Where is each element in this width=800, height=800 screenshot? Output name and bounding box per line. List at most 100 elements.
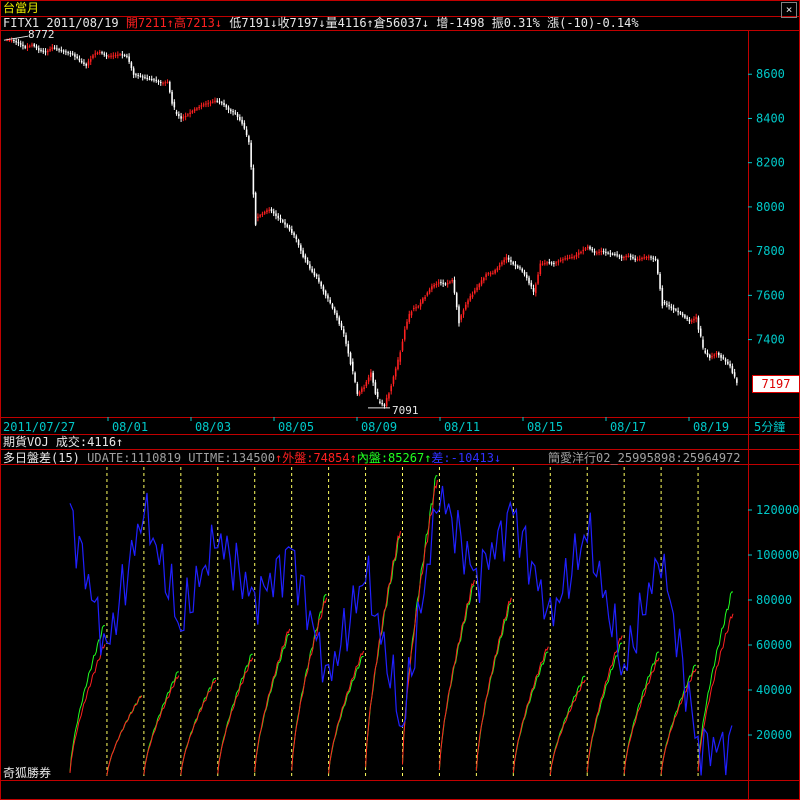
close-button[interactable]: × <box>781 2 797 18</box>
candle-body <box>157 80 160 83</box>
candle-body <box>259 215 261 217</box>
candle-body <box>239 116 241 121</box>
candle-body <box>722 357 725 359</box>
candle-body <box>435 284 438 286</box>
candle-body <box>223 102 225 105</box>
quote-date: 2011/08/19 <box>46 16 119 30</box>
candle-body <box>519 267 521 269</box>
candle-body <box>492 273 494 275</box>
candle-body <box>455 293 458 308</box>
candle-body <box>625 256 627 258</box>
candle-body <box>379 401 381 403</box>
candle-body <box>647 256 650 258</box>
low-arrow-icon: ↓ <box>270 16 278 30</box>
price-tick-label: 8600 <box>756 67 785 81</box>
candle-body <box>236 114 239 117</box>
candle-body <box>686 317 688 320</box>
outer-volume-line <box>143 675 180 775</box>
candle-body <box>381 402 383 405</box>
candle-body <box>114 55 117 57</box>
candle-body <box>96 52 99 54</box>
inner-volume-line <box>623 651 660 774</box>
candle-body <box>602 251 605 253</box>
candle-body <box>92 55 94 59</box>
candle-body <box>638 258 641 260</box>
candle-body <box>593 251 596 253</box>
candle-body <box>390 385 393 392</box>
candle-body <box>44 51 47 53</box>
candle-body <box>629 255 632 257</box>
outer-volume-line <box>328 650 365 774</box>
candle-body <box>392 376 395 384</box>
candle-body <box>476 287 478 291</box>
price-chart <box>3 35 738 409</box>
indicator-tick-label: 120000 <box>756 503 799 517</box>
inner-volume-line <box>143 671 179 775</box>
candle-body <box>600 250 603 252</box>
candle-body <box>704 350 707 353</box>
candle-body <box>248 136 250 143</box>
candle-body <box>641 257 643 259</box>
candle-body <box>135 74 137 76</box>
candle-body <box>101 52 103 54</box>
utime-arrow-icon: ↑ <box>275 451 283 465</box>
candle-body <box>582 249 585 252</box>
candle-body <box>422 298 424 303</box>
candle-body <box>121 54 124 56</box>
candle-body <box>26 46 29 48</box>
candle-body <box>338 317 341 324</box>
outer-arrow-icon: ↑ <box>349 451 357 465</box>
date-tick-label: 08/03 <box>195 420 231 434</box>
candle-body <box>557 261 560 263</box>
candle-body <box>218 101 221 103</box>
quote-line: FITX1 2011/08/19 開7211↑高7213↓ 低7191↓收719… <box>3 16 639 30</box>
outer-volume-line <box>217 657 254 774</box>
candle-body <box>611 253 614 255</box>
candle-body <box>128 56 130 62</box>
candle-body <box>433 284 435 287</box>
interval-label: 5分鐘 <box>754 420 786 434</box>
candle-body <box>365 382 368 387</box>
candle-body <box>234 112 237 114</box>
candle-body <box>374 382 377 394</box>
candle-body <box>257 216 259 218</box>
candle-body <box>715 353 718 355</box>
candle-body <box>139 75 142 77</box>
candle-body <box>514 264 517 266</box>
candle-body <box>180 116 182 119</box>
candle-body <box>672 307 675 310</box>
candle-body <box>541 263 544 265</box>
candle-body <box>501 262 503 265</box>
candle-body <box>510 259 512 262</box>
outer-volume-line <box>106 695 143 776</box>
candle-body <box>146 77 149 79</box>
candle-body <box>623 257 625 259</box>
outer-volume-line <box>697 613 734 772</box>
outer-volume-line <box>69 644 106 774</box>
candle-body <box>505 257 508 260</box>
candle-body <box>13 39 15 42</box>
candle-body <box>697 317 700 330</box>
inner-volume: 內盤:85267 <box>356 451 425 465</box>
candle-body <box>394 368 397 377</box>
date-tick-label: 08/17 <box>610 420 646 434</box>
candle-body <box>58 49 60 51</box>
candle-body <box>487 273 490 275</box>
candle-body <box>295 236 298 240</box>
candle-body <box>564 258 566 260</box>
volume-panel-label: 期貨VOJ 成交:4116↑ <box>3 435 123 449</box>
candle-body <box>702 339 704 348</box>
high-value: 高7213 <box>173 16 215 30</box>
candle-body <box>107 56 110 58</box>
candle-body <box>144 77 146 79</box>
candle-body <box>690 320 693 322</box>
candle-body <box>684 315 686 318</box>
candle-body <box>460 315 463 320</box>
candle-body <box>225 105 228 108</box>
candle-body <box>727 361 729 364</box>
close-value: 收7197 <box>277 16 319 30</box>
candle-body <box>426 292 429 296</box>
candle-body <box>311 268 313 272</box>
candle-body <box>130 62 133 68</box>
candle-body <box>548 262 551 264</box>
